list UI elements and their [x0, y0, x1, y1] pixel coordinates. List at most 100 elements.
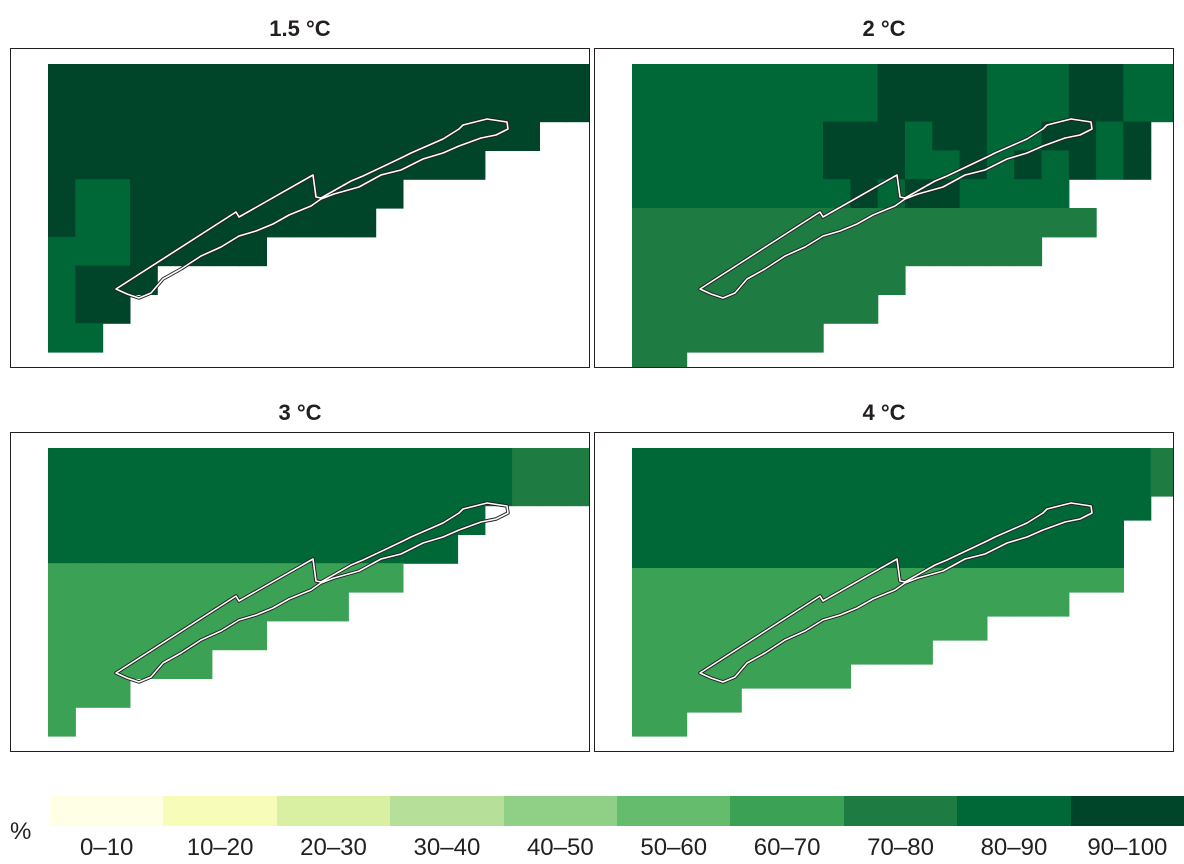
grid-cell: [795, 640, 824, 665]
grid-cell: [266, 476, 295, 507]
grid-cell: [1014, 544, 1043, 569]
grid-cell: [959, 592, 988, 617]
grid-cell: [184, 179, 213, 209]
grid-cell: [686, 496, 715, 521]
legend-labels: 0–10 10–20 20–30 30–40 40–50 50–60 60–70…: [50, 834, 1184, 862]
grid-cell: [905, 640, 933, 665]
grid-cell: [632, 712, 660, 737]
grid-cell: [129, 121, 158, 151]
legend-swatch: [503, 796, 618, 826]
grid-cell: [659, 92, 688, 123]
grid-cell: [768, 64, 797, 94]
grid-cell: [266, 121, 295, 151]
grid-cell: [484, 92, 513, 123]
grid-cell: [1041, 64, 1070, 94]
grid-cell: [823, 64, 851, 94]
grid-cell: [932, 616, 961, 641]
grid-cell: [768, 265, 797, 295]
grid-cell: [129, 150, 158, 180]
grid-cell: [850, 640, 879, 665]
grid-cell: [539, 64, 568, 94]
grid-cell: [986, 92, 1015, 123]
grid-cell: [239, 92, 267, 123]
grid-cell: [823, 236, 851, 267]
grid-cell: [48, 505, 76, 535]
grid-cell: [239, 476, 267, 507]
grid-cell: [932, 520, 961, 545]
grid-cell: [457, 448, 486, 478]
grid-cell: [321, 448, 349, 478]
grid-cell: [321, 208, 349, 238]
grid-cell: [48, 707, 76, 737]
grid-cell: [211, 448, 240, 478]
grid-cell: [823, 664, 851, 689]
grid-cell: [1096, 150, 1124, 180]
grid-cell: [741, 208, 770, 238]
grid-cell: [1014, 92, 1043, 123]
grid-cell: [512, 121, 540, 151]
grid-cell: [184, 505, 213, 535]
grid-cell: [157, 92, 186, 123]
grid-cell: [959, 208, 988, 238]
grid-cell: [877, 236, 906, 267]
grid-cell: [632, 121, 660, 151]
grid-cell: [266, 64, 295, 94]
grid-cell: [959, 472, 988, 497]
grid-cell: [823, 472, 851, 497]
grid-cell: [850, 520, 879, 545]
grid-cell: [512, 64, 540, 94]
grid-cell: [375, 476, 404, 507]
grid-cell: [741, 568, 770, 593]
grid-cell: [211, 64, 240, 94]
grid-cell: [566, 64, 589, 94]
grid-cell: [768, 472, 797, 497]
grid-cell: [659, 208, 688, 238]
grid-cell: [539, 448, 568, 478]
grid-cell: [157, 592, 186, 622]
grid-cell: [1123, 472, 1152, 497]
grid-cell: [686, 64, 715, 94]
grid-cell: [905, 121, 933, 151]
legend-label: 50–60: [640, 834, 708, 861]
grid-cell: [1014, 592, 1043, 617]
grid-cell: [375, 92, 404, 123]
grid-cell: [1096, 448, 1124, 473]
grid-cell: [686, 92, 715, 123]
grid-cell: [659, 323, 688, 353]
grid-cell: [850, 265, 879, 295]
grid-cell: [157, 505, 186, 535]
grid-cell: [932, 496, 961, 521]
grid-cell: [659, 520, 688, 545]
grid-cell: [293, 92, 322, 123]
grid-cell: [75, 265, 104, 295]
grid-cell: [741, 294, 770, 324]
grid-cell: [239, 448, 267, 478]
grid-cell: [713, 592, 742, 617]
grid-cell: [211, 620, 240, 651]
grid-cell: [795, 496, 824, 521]
grid-cell: [239, 121, 267, 151]
grid-cell: [986, 568, 1015, 593]
legend-swatch: [730, 796, 844, 826]
grid-cell: [48, 678, 76, 708]
grid-cell: [1096, 64, 1124, 94]
legend-label: 20–30: [300, 834, 367, 861]
legend-swatch: [163, 796, 277, 826]
grid-cell: [795, 294, 824, 324]
grid-cell: [905, 236, 933, 267]
grid-cell: [686, 520, 715, 545]
grid-cell: [632, 616, 660, 641]
grid-cell: [877, 448, 906, 473]
grid-cell: [348, 64, 377, 94]
grid-cell: [266, 505, 295, 535]
grid-cell: [512, 448, 540, 478]
grid-cell: [768, 323, 797, 353]
grid-cell: [102, 92, 131, 123]
grid-cell: [129, 563, 158, 593]
grid-cell: [75, 678, 104, 708]
grid-cell: [741, 496, 770, 521]
grid-cell: [823, 92, 851, 123]
grid-cell: [430, 476, 459, 507]
grid-cell: [321, 150, 349, 180]
grid-cell: [1041, 448, 1070, 473]
